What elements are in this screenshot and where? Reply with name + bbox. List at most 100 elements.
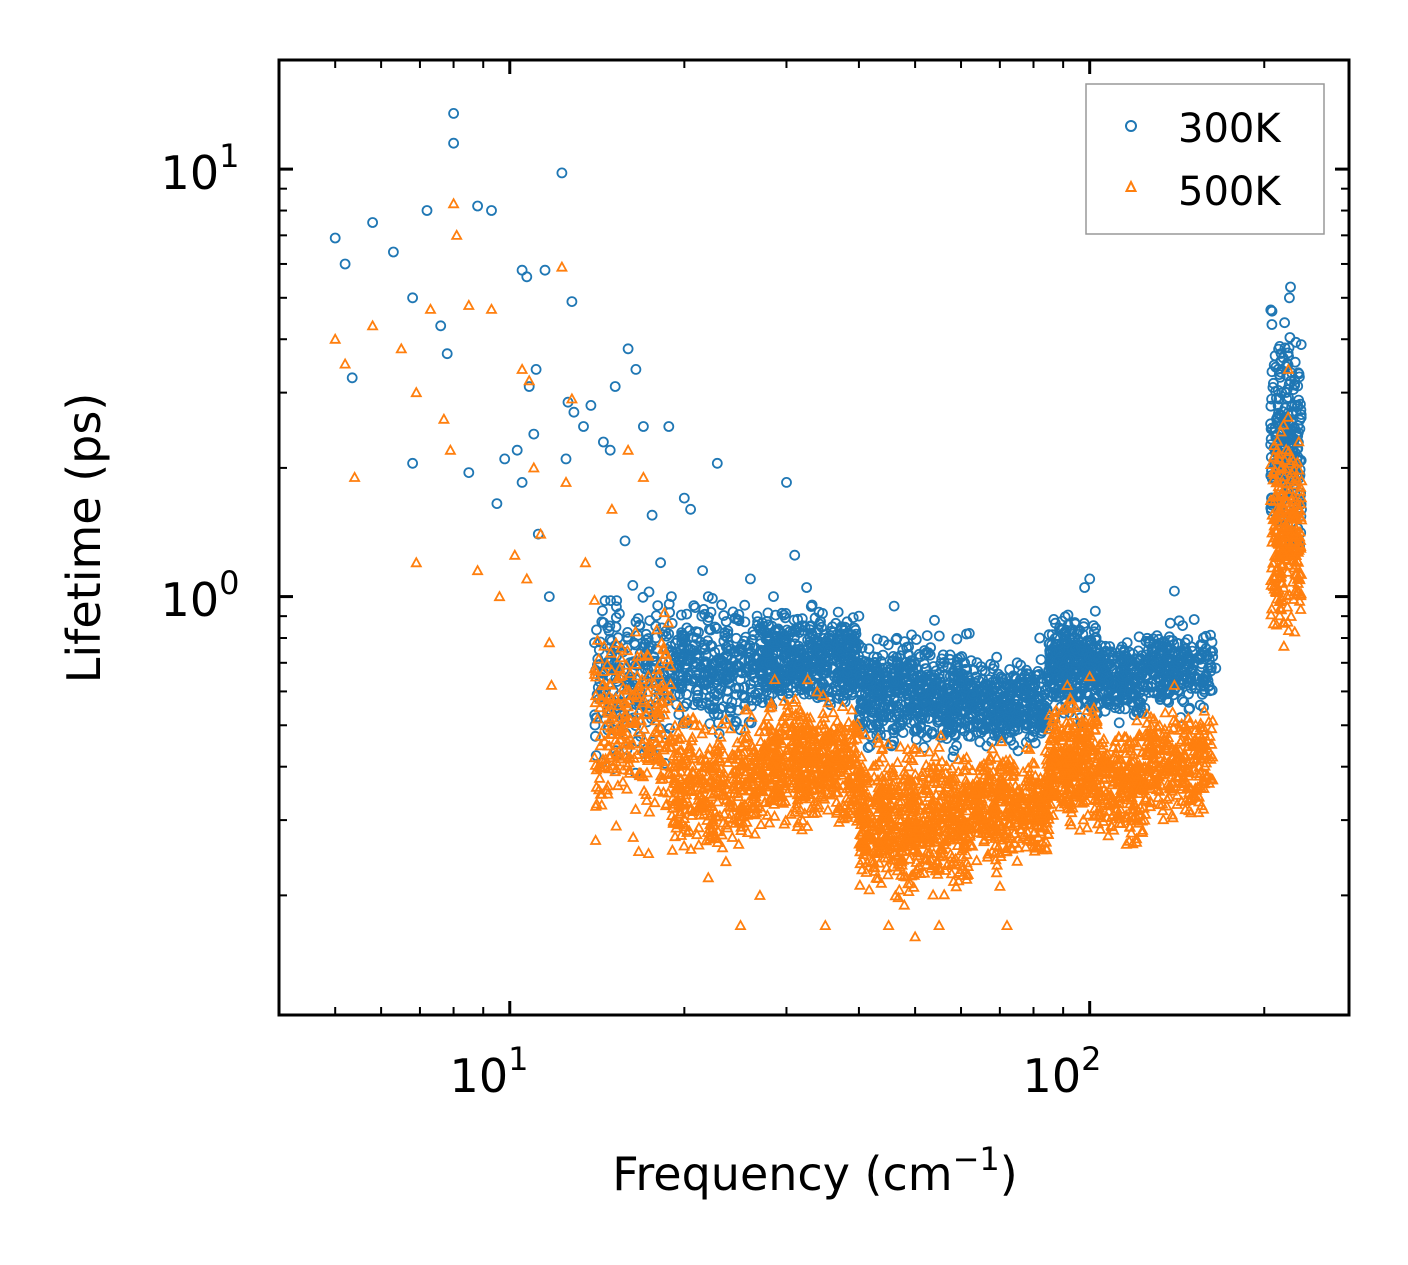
data-point-300k xyxy=(1093,647,1105,659)
data-point-300k xyxy=(843,628,854,639)
data-point-300k xyxy=(906,708,918,720)
data-point-300k xyxy=(1002,710,1014,722)
data-point-300k xyxy=(965,655,977,666)
data-point-300k xyxy=(1021,674,1033,686)
data-point-500k xyxy=(893,883,906,895)
data-point-300k xyxy=(711,690,723,702)
data-point-300k xyxy=(789,638,801,650)
data-point-300k xyxy=(881,676,892,687)
data-point-300k xyxy=(722,628,734,640)
data-point-300k xyxy=(942,697,954,709)
data-point-500k xyxy=(842,715,855,727)
data-point-300k xyxy=(1011,715,1023,727)
data-point-300k xyxy=(871,633,883,645)
data-point-300k xyxy=(776,671,788,683)
data-point-500k xyxy=(932,740,946,752)
data-point-300k xyxy=(774,635,786,647)
data-point-300k xyxy=(764,657,775,668)
data-point-300k xyxy=(991,651,1003,663)
data-point-300k xyxy=(732,661,744,673)
data-point-500k xyxy=(593,771,606,783)
data-point-300k xyxy=(407,457,419,469)
data-point-300k xyxy=(788,614,800,626)
data-point-300k xyxy=(965,700,976,712)
data-point-300k xyxy=(1003,732,1014,744)
data-point-300k xyxy=(951,704,963,715)
data-point-300k xyxy=(863,675,875,686)
data-point-300k xyxy=(727,606,739,618)
data-point-300k xyxy=(1070,662,1081,674)
data-point-300k xyxy=(986,689,998,700)
data-point-300k xyxy=(786,669,798,680)
data-point-300k xyxy=(723,678,735,689)
data-point-300k xyxy=(516,476,528,488)
data-point-300k xyxy=(698,604,710,615)
data-point-300k xyxy=(539,264,551,276)
data-point-300k xyxy=(530,363,542,375)
data-point-500k xyxy=(652,784,665,796)
data-point-300k xyxy=(789,549,801,561)
data-point-300k xyxy=(871,667,882,679)
data-point-300k xyxy=(882,687,894,698)
data-point-300k xyxy=(1188,614,1200,625)
data-point-300k xyxy=(783,688,794,699)
data-point-500k xyxy=(616,775,629,787)
data-point-300k xyxy=(486,205,497,216)
data-point-500k xyxy=(761,710,774,721)
data-point-300k xyxy=(827,685,838,697)
data-point-300k xyxy=(968,664,980,676)
data-point-500k xyxy=(716,841,729,853)
data-point-500k xyxy=(853,878,866,890)
data-point-500k xyxy=(845,703,858,715)
data-point-300k xyxy=(755,644,767,656)
data-point-300k xyxy=(643,586,655,598)
data-point-300k xyxy=(604,444,616,456)
data-point-300k xyxy=(802,634,813,646)
data-point-300k xyxy=(632,613,644,624)
data-point-300k xyxy=(761,646,772,658)
data-point-300k xyxy=(773,685,785,696)
data-point-300k xyxy=(848,649,860,661)
data-point-300k xyxy=(757,697,768,708)
data-point-300k xyxy=(691,633,703,644)
data-point-300k xyxy=(780,608,792,619)
data-point-300k xyxy=(827,654,839,666)
data-point-300k xyxy=(742,664,754,676)
data-point-300k xyxy=(1266,319,1278,330)
data-point-300k xyxy=(798,688,810,700)
data-point-300k xyxy=(791,678,802,690)
data-point-300k xyxy=(646,509,658,521)
data-point-300k xyxy=(724,702,736,714)
data-point-300k xyxy=(856,642,868,654)
data-point-300k xyxy=(951,717,963,728)
data-point-300k xyxy=(1024,732,1036,743)
data-point-300k xyxy=(733,609,745,620)
data-point-300k xyxy=(808,657,819,669)
data-point-300k xyxy=(597,605,608,617)
data-point-300k xyxy=(871,729,883,741)
data-point-300k xyxy=(435,320,447,332)
data-point-300k xyxy=(729,647,741,658)
data-point-300k xyxy=(951,656,963,668)
data-point-300k xyxy=(1079,582,1090,593)
data-point-300k xyxy=(745,573,756,585)
data-point-300k xyxy=(463,467,475,479)
data-point-300k xyxy=(1080,696,1092,708)
data-point-300k xyxy=(818,633,830,644)
data-point-500k xyxy=(632,845,645,856)
data-point-300k xyxy=(732,614,744,625)
data-point-300k xyxy=(1021,696,1032,708)
data-point-300k xyxy=(655,557,666,569)
data-point-300k xyxy=(604,642,615,654)
data-point-300k xyxy=(448,108,460,119)
data-point-500k xyxy=(643,805,656,817)
data-point-300k xyxy=(858,697,870,708)
data-point-300k xyxy=(801,582,812,593)
data-point-300k xyxy=(687,658,699,670)
data-point-300k xyxy=(723,645,735,657)
data-point-300k xyxy=(1053,647,1064,658)
data-point-300k xyxy=(1035,654,1047,665)
data-point-300k xyxy=(1049,633,1061,644)
data-point-300k xyxy=(441,348,453,360)
data-point-300k xyxy=(663,628,675,640)
